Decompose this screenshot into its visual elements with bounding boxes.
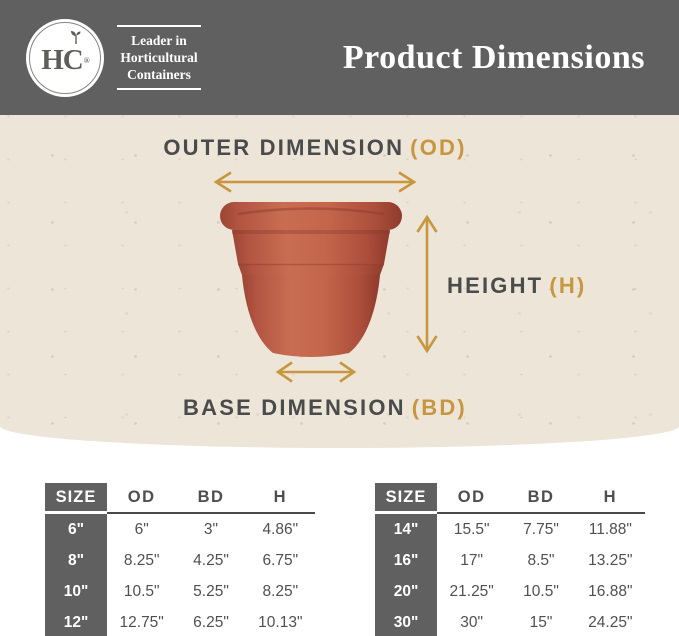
od-value: 30"	[460, 613, 484, 631]
size-value: 12"	[45, 607, 107, 636]
page-title: Product Dimensions	[342, 38, 645, 76]
size-value: 6"	[45, 514, 107, 545]
registered-mark: ®	[83, 55, 90, 65]
tagline-line: Containers	[127, 67, 191, 83]
od-value: 12.75"	[119, 613, 164, 631]
column-header-bd: BD	[506, 483, 576, 514]
od-value: 8.25"	[123, 551, 160, 569]
column-header-od: OD	[107, 483, 177, 514]
bd-value: 3"	[203, 520, 219, 538]
bd-value: 8.5"	[527, 551, 555, 569]
diagram-section: OUTER DIMENSION (OD)	[0, 115, 679, 448]
column-header-bd: BD	[176, 483, 246, 514]
tagline-line: Horticultural	[120, 49, 198, 65]
outer-dimension-label: OUTER DIMENSION (OD)	[160, 135, 470, 161]
bd-value: 10.5"	[523, 582, 559, 600]
h-value: 4.86"	[262, 520, 299, 538]
od-value: 17"	[460, 551, 484, 569]
h-value: 10.13"	[258, 613, 303, 631]
base-dimension-label: BASE DIMENSION (BD)	[175, 395, 475, 421]
base-dimension-abbr: (BD)	[411, 395, 467, 420]
height-label: HEIGHT (H)	[447, 273, 586, 299]
column-header-h: H	[575, 483, 645, 514]
column-header-h: H	[245, 483, 315, 514]
hc-monogram: HC ®	[41, 44, 90, 76]
outer-dimension-text: OUTER DIMENSION	[163, 135, 405, 160]
size-value: 10"	[45, 576, 107, 607]
dimension-table-small-sizes: SIZE OD BD H 6" 6" 3" 4.86" 8" 8.25" 4.2…	[45, 483, 315, 636]
bd-value: 7.75"	[523, 520, 559, 538]
od-value: 15.5"	[453, 520, 490, 538]
size-value: 30"	[375, 607, 437, 636]
base-dimension-text: BASE DIMENSION	[183, 395, 406, 420]
tagline-line: Leader in	[131, 32, 187, 48]
bd-value: 4.25"	[193, 551, 229, 569]
size-value: 14"	[375, 514, 437, 545]
leaf-icon	[68, 30, 84, 50]
od-value: 10.5"	[123, 582, 160, 600]
height-arrow-icon	[414, 211, 440, 362]
h-value: 16.88"	[588, 582, 633, 600]
column-header-od: OD	[437, 483, 507, 514]
od-value: 6"	[134, 520, 149, 538]
header: HC ® Leader in Horticultural Containers P…	[0, 0, 679, 115]
bd-value: 6.25"	[193, 613, 229, 631]
outer-dimension-arrow-icon	[210, 169, 420, 200]
size-value: 16"	[375, 545, 437, 576]
h-value: 24.25"	[588, 613, 633, 631]
size-value: 20"	[375, 576, 437, 607]
h-value: 11.88"	[588, 520, 632, 538]
column-header-size: SIZE	[45, 483, 107, 514]
size-value: 8"	[45, 545, 107, 576]
brand-logo: HC ®	[26, 18, 104, 97]
outer-dimension-abbr: (OD)	[410, 135, 467, 160]
height-text: HEIGHT	[447, 273, 544, 298]
brand: HC ® Leader in Horticultural Containers	[26, 18, 201, 97]
h-value: 13.25"	[588, 551, 633, 569]
od-value: 21.25"	[449, 582, 494, 600]
h-value: 6.75"	[262, 551, 299, 569]
brand-tagline: Leader in Horticultural Containers	[117, 24, 201, 91]
column-header-size: SIZE	[375, 483, 437, 514]
h-value: 8.25"	[262, 582, 299, 600]
base-dimension-arrow-icon	[272, 359, 360, 390]
planter-pot-illustration	[218, 200, 404, 367]
dimension-table-large-sizes: SIZE OD BD H 14" 15.5" 7.75" 11.88" 16" …	[375, 483, 645, 636]
bd-value: 15"	[529, 613, 553, 631]
height-abbr: (H)	[549, 273, 587, 298]
bd-value: 5.25"	[193, 582, 229, 600]
